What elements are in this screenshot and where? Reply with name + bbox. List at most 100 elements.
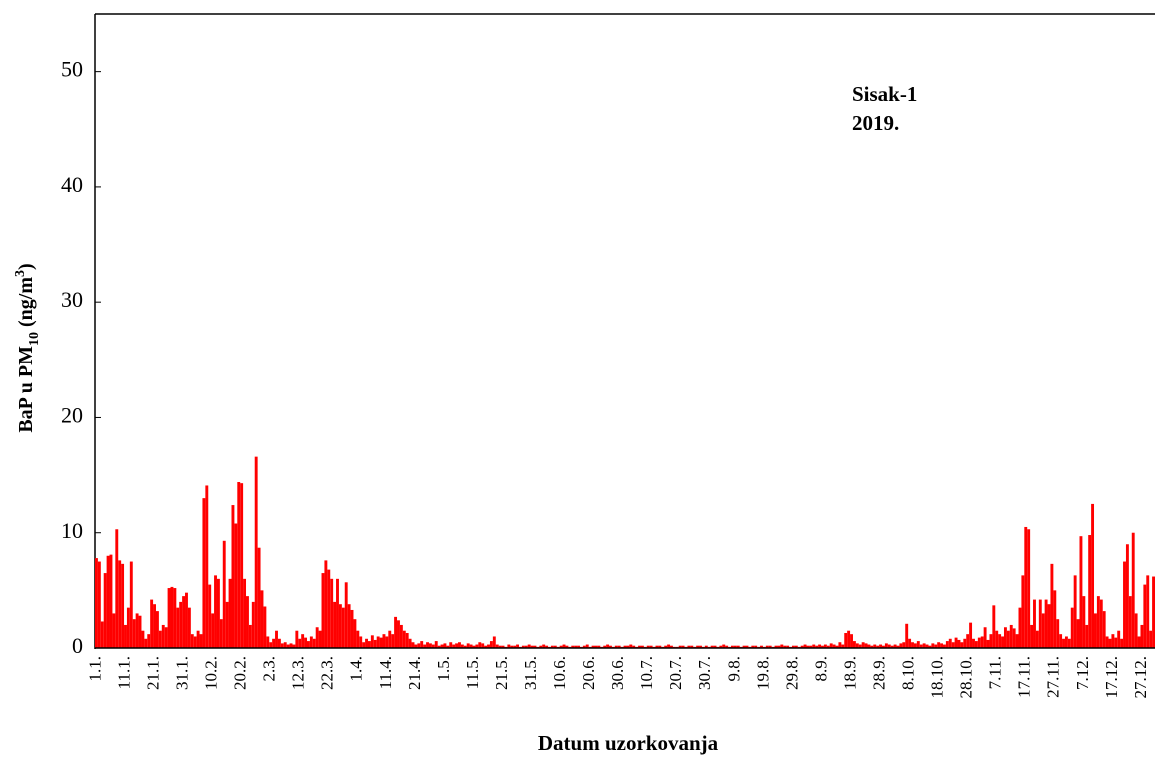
bar [913,643,917,648]
bar [638,645,641,648]
bar [1102,611,1106,648]
bar [678,645,682,648]
bar [539,645,543,648]
bar [426,642,429,648]
bar [266,636,270,648]
bar [1018,607,1022,648]
bar [193,636,197,648]
bar [228,578,232,648]
bar [179,601,183,648]
annotation: 2019. [852,111,899,135]
bar [945,641,949,648]
x-tick-label: 18.9. [840,656,859,690]
bar [948,638,952,648]
bar [623,645,627,648]
bar [443,643,447,648]
bar [1125,544,1129,648]
x-tick-label: 10.6. [550,656,569,690]
bar [614,645,618,648]
bar [492,636,496,648]
bar [449,642,453,648]
bar [129,561,133,648]
bar [545,645,549,648]
bar [1024,526,1028,648]
bar [1131,532,1135,648]
bar [170,586,174,648]
bar [780,644,784,648]
bar [173,588,177,648]
bar [121,563,125,648]
bar [1006,630,1010,648]
bar [1056,619,1060,648]
bar [388,630,392,648]
x-tick-label: 20.6. [579,656,598,690]
x-tick-label: 18.10. [928,656,947,699]
bar [298,638,302,648]
bar [1120,638,1124,648]
bar [765,645,769,648]
y-label-sup: 3 [13,270,28,277]
bar [794,645,798,648]
y-tick-label: 50 [61,57,83,82]
bar [574,645,578,648]
bar [495,644,499,648]
bar [109,554,113,648]
bar [1076,619,1080,648]
bar [359,636,363,648]
bar [667,644,671,648]
bar [434,641,438,648]
bar [498,645,502,648]
x-tick-label: 11.4. [376,656,395,689]
bar [908,638,912,648]
bar [571,645,575,648]
y-tick-label: 20 [61,403,83,428]
x-tick-label: 10.2. [202,656,221,690]
bar [736,645,740,648]
y-tick-label: 10 [61,518,83,543]
bar [591,645,595,648]
bar [890,645,894,648]
bar [289,643,293,648]
bar [640,645,644,648]
x-axis-label: Datum uzorkovanja [538,731,719,755]
bar [597,645,601,648]
bar [161,624,165,648]
bar [489,641,493,648]
bar [916,641,920,648]
bar [414,644,418,648]
bar [301,634,305,648]
bar [1062,638,1065,648]
bar [344,582,348,648]
bar [307,641,310,648]
bar [983,627,987,648]
bar [513,645,517,648]
bar [257,547,261,648]
x-tick-label: 21.1. [143,656,162,690]
bar [251,601,255,648]
bar [986,639,990,648]
bar [501,645,505,648]
bar [919,644,923,648]
bar [333,601,337,648]
bar [699,645,702,648]
bar [510,645,514,648]
bar [1117,630,1121,648]
bar [1033,599,1036,648]
bar [478,642,482,648]
bar [487,644,490,648]
bar [350,609,354,648]
bar [646,645,650,648]
bar [458,642,461,648]
bar [710,645,714,648]
bar [1143,584,1147,648]
bar [176,607,180,648]
bar [222,540,226,648]
bar [402,630,406,648]
bar [272,638,276,648]
bar [690,645,694,648]
bar [417,643,421,648]
bar [106,555,110,648]
bar [187,607,191,648]
bar [847,630,851,648]
bar [124,624,127,648]
